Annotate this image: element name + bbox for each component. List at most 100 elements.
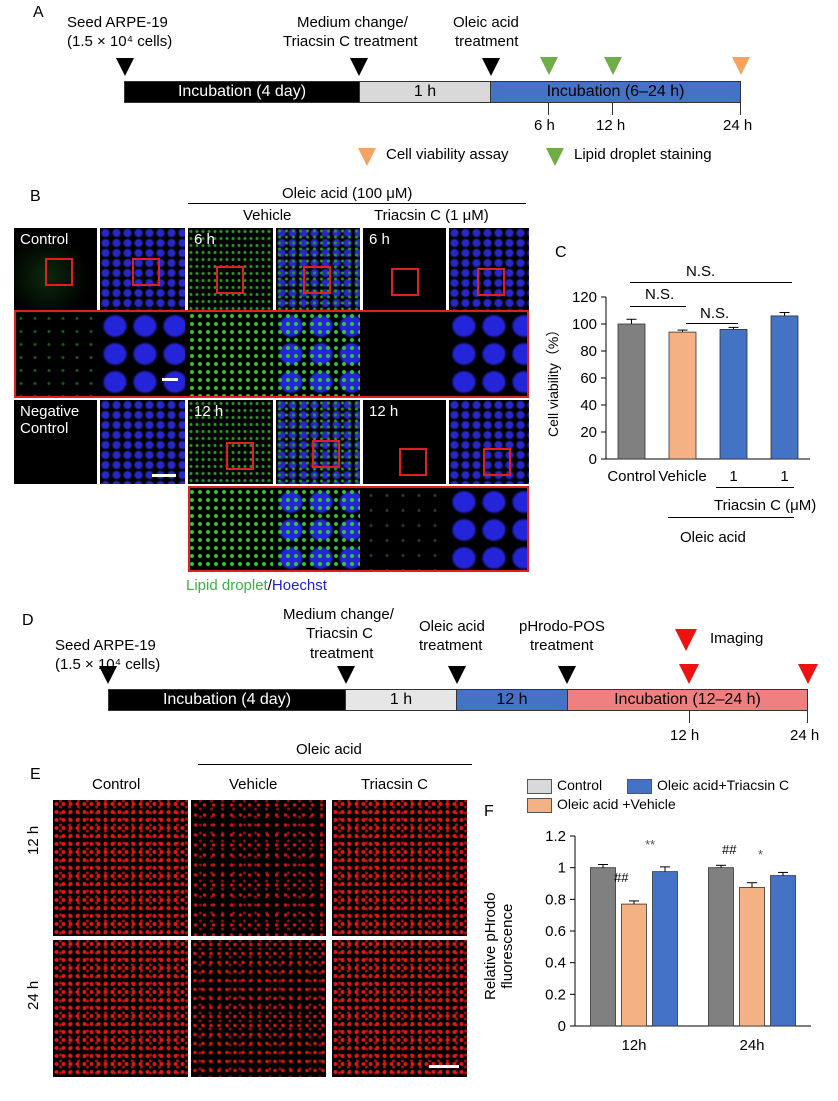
sig-24h-triacsin: * — [758, 847, 764, 862]
phrodo-control-12h — [53, 800, 188, 936]
micro-negative-lipid: Negative Control — [14, 400, 97, 484]
incubation-4day-bar: Incubation (4 day) — [108, 689, 346, 711]
bar — [590, 867, 616, 1027]
oleic-header: Oleic acid — [296, 741, 362, 758]
seed-cells-label: (1.5 × 10⁴ cells) — [67, 33, 173, 50]
label-negative-control: Negative Control — [20, 403, 80, 437]
tick-24h — [807, 711, 808, 723]
scale-bar — [429, 1065, 459, 1068]
medium-change-label: Medium change/ — [297, 14, 408, 31]
y-tick-label: 120 — [572, 289, 597, 306]
y-tick-label: 60 — [580, 370, 597, 387]
black-triangle-marker — [337, 666, 355, 684]
legend-green-triangle — [546, 148, 564, 166]
micro-vehicle-12h-merge — [276, 400, 360, 484]
bar — [770, 875, 796, 1027]
oleic-acid-label: Oleic acid — [453, 14, 519, 31]
bar — [652, 871, 678, 1027]
caption-hoechst: Hoechst — [271, 577, 327, 594]
legend-control-label: Control — [557, 777, 603, 793]
ns-left-label: N.S. — [645, 286, 675, 303]
zoom-box — [483, 448, 511, 476]
zoom-box — [216, 266, 244, 294]
phrodo-triacsin-24h — [332, 940, 467, 1077]
panel-letter-c: C — [555, 244, 567, 261]
red-triangle-marker — [679, 664, 699, 684]
oleic-label: Oleic acid — [419, 618, 485, 635]
chart-f-axes: 0 0.2 0.4 0.6 0.8 1 1.2 — [545, 828, 811, 1035]
incubation-12-24h-bar: Incubation (12–24 h) — [567, 689, 808, 711]
x-tick-label: 1 — [780, 468, 788, 485]
lipid-hoechst-caption: Lipid droplet/Hoechst — [186, 577, 327, 594]
black-triangle-marker — [99, 666, 117, 684]
panel-letter-a: A — [33, 4, 44, 21]
zoom-box — [391, 268, 419, 296]
tick-label-24h: 24 h — [723, 117, 753, 134]
zoom-vehicle-merge — [276, 312, 360, 396]
orange-triangle-marker — [732, 57, 750, 75]
zoom-control-hoechst — [100, 312, 185, 396]
zoom-triacsin-lipid — [363, 312, 446, 396]
oleic-header-rule — [198, 764, 472, 765]
legend-lipid-label: Lipid droplet staining — [574, 146, 712, 163]
tick-label-12h: 12 h — [670, 727, 700, 744]
phrodo-vehicle-12h — [191, 800, 326, 936]
phrodo-treatment-label: treatment — [530, 637, 594, 654]
oleic-treatment-label: treatment — [419, 637, 483, 654]
tick-6h — [548, 103, 549, 115]
caption-slash: / — [267, 577, 272, 594]
y-tick-label: 80 — [580, 343, 597, 360]
micro-vehicle-6h-merge — [276, 228, 360, 310]
x-tick-label: 12h — [621, 1037, 646, 1054]
y-tick-label: 100 — [572, 316, 597, 333]
bar — [719, 329, 748, 460]
panel-letter-b: B — [30, 188, 41, 205]
legend-vehicle-label: Oleic acid +Vehicle — [557, 796, 676, 812]
sig-12h-triacsin: ** — [645, 837, 656, 852]
micro-triacsin-6h-merge — [449, 228, 529, 310]
ns-right-label: N.S. — [700, 305, 730, 322]
y-tick-label: 0 — [589, 451, 597, 468]
zoom-box — [312, 440, 340, 468]
micro-triacsin-12h-merge — [449, 400, 529, 484]
micro-vehicle-6h-lipid: 6 h — [188, 228, 273, 310]
bar — [770, 315, 799, 460]
oleic-axis-label: Oleic acid — [680, 529, 746, 546]
seed-cells-label: (1.5 × 10⁴ cells) — [55, 656, 161, 673]
y-tick-label: 0 — [558, 1018, 566, 1035]
zoom-box — [303, 266, 331, 294]
green-triangle-marker — [540, 57, 558, 75]
vehicle-header: Vehicle — [243, 207, 292, 224]
zoom-vehicle-lipid — [188, 312, 273, 396]
zoom-box — [399, 448, 427, 476]
bar — [617, 323, 646, 460]
ns-left-bracket — [630, 306, 686, 307]
x-tick-label: 24h — [739, 1037, 764, 1054]
tick-12h — [612, 103, 613, 115]
one-hour-bar: 1 h — [345, 689, 457, 711]
zoom-vehicle12-merge — [276, 488, 360, 570]
y-tick-label: 0.4 — [545, 955, 566, 972]
chart-f-bars: 12h 24h — [590, 864, 796, 1054]
scale-bar — [162, 378, 178, 381]
phrodo-vehicle-24h — [191, 940, 326, 1077]
treatment-label: treatment — [310, 645, 374, 662]
zoom-box — [226, 442, 254, 470]
black-triangle-marker — [350, 58, 368, 76]
micro-triacsin-6h-lipid: 6 h — [363, 228, 446, 310]
bar — [668, 331, 697, 460]
ylabel-line2: fluorescence — [499, 903, 517, 989]
micro-control-hoechst — [100, 228, 185, 310]
label-negative-line1: Negative — [20, 403, 80, 420]
triacsin-treatment-label: Triacsin C treatment — [283, 33, 418, 50]
tick-label-12h: 12 h — [596, 117, 626, 134]
ns-right-bracket — [686, 323, 738, 324]
label-6h: 6 h — [369, 231, 390, 248]
seed-label: Seed ARPE-19 — [67, 14, 168, 31]
legend-swatch-triacsin — [627, 779, 652, 794]
one-hour-bar: 1 h — [359, 81, 491, 103]
x-tick-label: Vehicle — [658, 468, 706, 485]
header-rule — [188, 203, 526, 204]
label-control: Control — [20, 231, 69, 248]
micro-control-lipid: Control — [14, 228, 97, 310]
